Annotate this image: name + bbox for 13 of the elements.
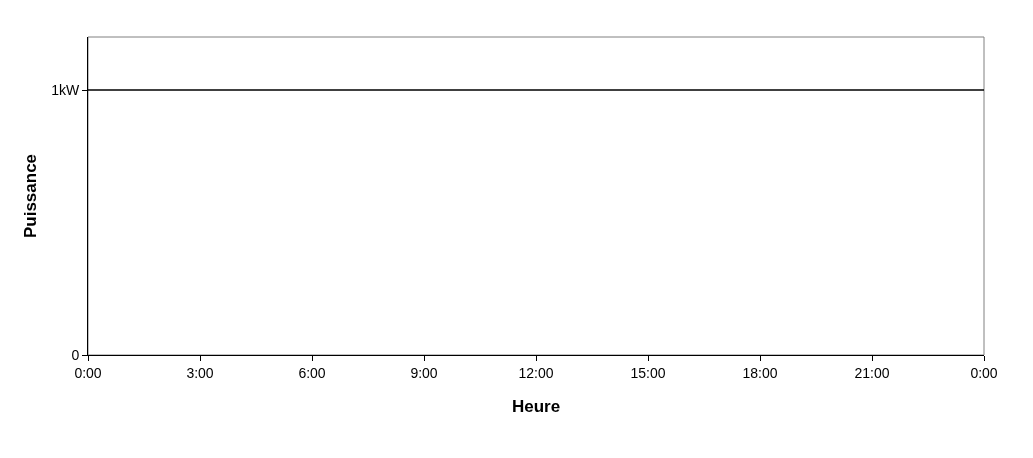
y-tick-label: 1kW	[51, 81, 80, 98]
x-tick-label: 6:00	[298, 364, 326, 381]
x-tick-label: 3:00	[186, 364, 214, 381]
x-tick-label: 21:00	[854, 364, 890, 381]
x-axis-title: Heure	[511, 397, 561, 417]
y-tick-label: 0	[71, 346, 80, 363]
x-tick-label: 0:00	[74, 364, 102, 381]
y-axis-title: Puissance	[20, 153, 40, 239]
x-tick-label: 0:00	[970, 364, 998, 381]
x-tick-label: 9:00	[410, 364, 438, 381]
x-tick-label: 18:00	[742, 364, 778, 381]
x-tick-label: 15:00	[630, 364, 666, 381]
x-tick-label: 12:00	[518, 364, 554, 381]
